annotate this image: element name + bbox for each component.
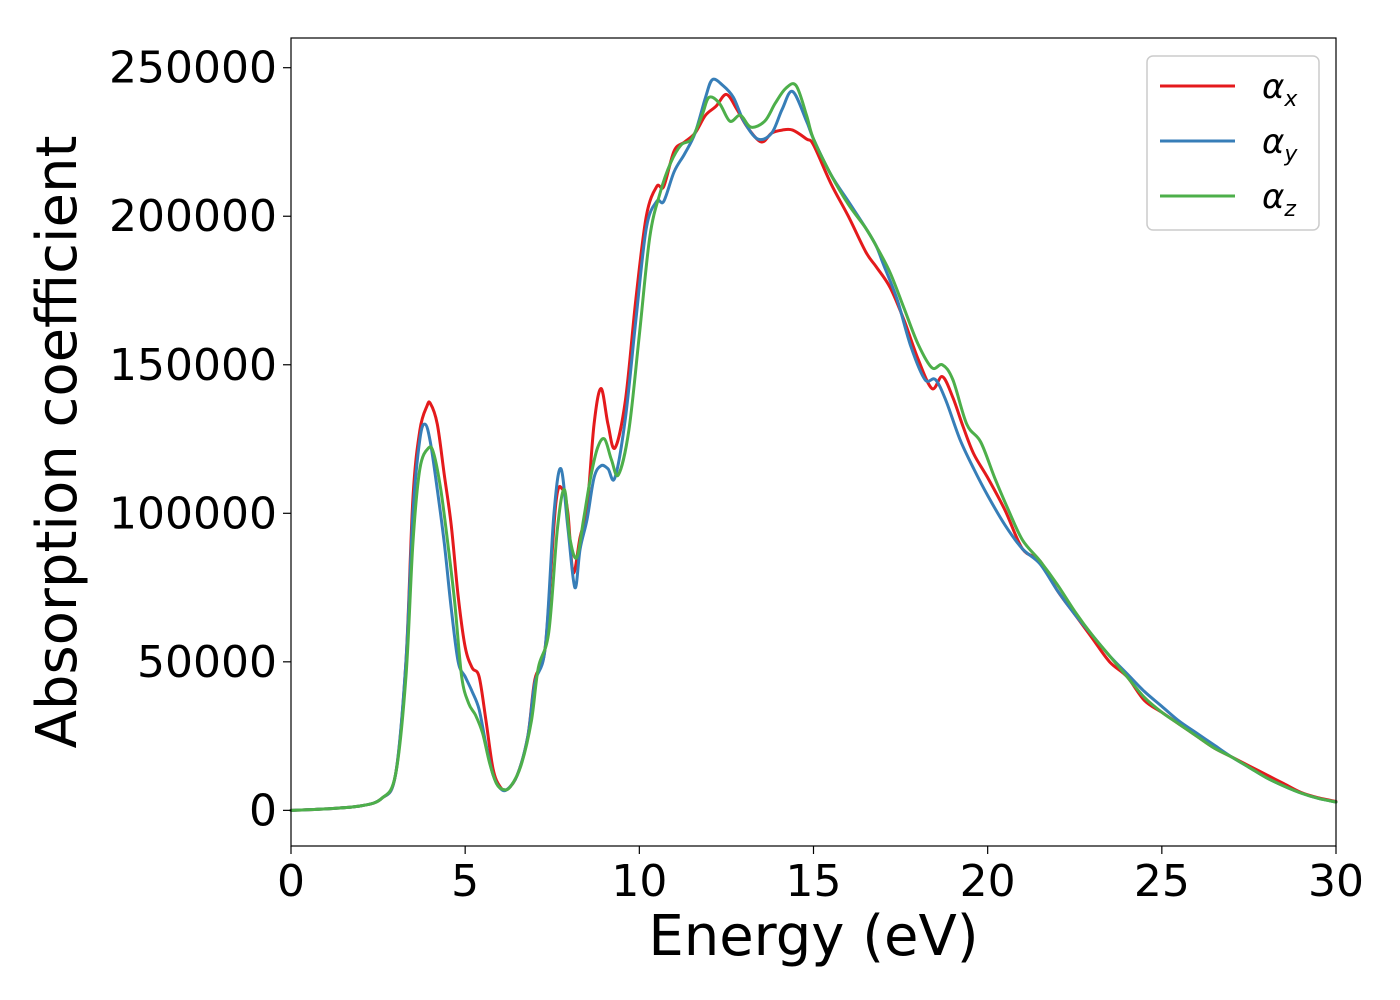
x-axis-title: Energy (eV) xyxy=(648,904,978,969)
legend-subscript: y xyxy=(1283,142,1298,167)
y-tick-label: 100000 xyxy=(109,488,277,539)
legend-symbol: α xyxy=(1262,177,1284,217)
legend-subscript: x xyxy=(1283,87,1298,112)
legend-label-y: αy xyxy=(1262,122,1298,167)
legend-box xyxy=(1146,55,1320,231)
x-tick-label: 0 xyxy=(277,856,305,907)
x-tick-label: 30 xyxy=(1308,856,1364,907)
x-tick-label: 5 xyxy=(451,856,479,907)
y-tick-label: 200000 xyxy=(109,191,277,242)
series-layer xyxy=(289,77,1338,812)
y-axis-title: Absorption coefficient xyxy=(25,136,90,749)
legend-symbol: α xyxy=(1262,122,1284,162)
y-tick-label: 0 xyxy=(249,785,277,836)
x-tick-label: 25 xyxy=(1134,856,1190,907)
legend-label-z: αz xyxy=(1262,177,1296,222)
x-tick-label: 20 xyxy=(960,856,1016,907)
legend-label-x: αx xyxy=(1262,67,1298,112)
legend-symbol: α xyxy=(1262,67,1284,107)
legend-subscript: z xyxy=(1283,197,1296,222)
x-axis-ticks: 0 5 10 15 20 25 30 xyxy=(277,846,1364,907)
y-tick-label: 250000 xyxy=(109,43,277,94)
y-tick-label: 150000 xyxy=(109,340,277,391)
series-line-z xyxy=(289,82,1338,812)
x-tick-label: 15 xyxy=(786,856,842,907)
x-tick-label: 10 xyxy=(611,856,667,907)
y-axis-ticks: 0 50000 100000 150000 200000 250000 xyxy=(109,43,291,836)
y-tick-label: 50000 xyxy=(137,637,277,688)
